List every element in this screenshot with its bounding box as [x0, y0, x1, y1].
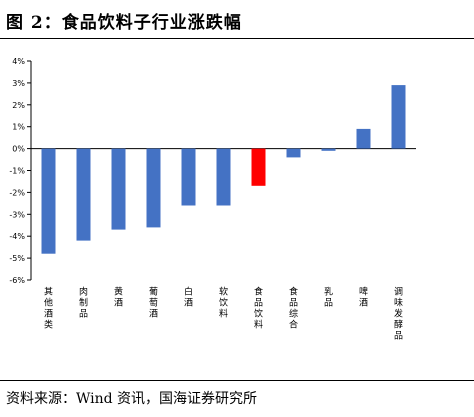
y-tick-label: 3%: [12, 79, 25, 88]
x-category-label: 食品饮料: [254, 286, 263, 331]
bar-7: [251, 148, 266, 186]
bar-chart: 4% 3% 2% 1% 0% -1% -2% -3% -4% -5% -6% 其他酒类 肉制品 黄酒 葡萄…: [9, 57, 416, 342]
figure-header: 图 2：食品饮料子行业涨跌幅: [0, 0, 474, 40]
bar-6: [216, 148, 231, 206]
y-tick-label: -2%: [9, 188, 25, 197]
bar-9: [321, 148, 336, 151]
x-category-label: 食品综合: [289, 286, 298, 331]
bar-3: [111, 148, 126, 230]
y-tick-label: 4%: [12, 57, 25, 66]
x-category-label: 调味发酵品: [394, 287, 403, 342]
x-category-label: 乳品: [324, 286, 333, 309]
y-tick-label: 1%: [12, 123, 25, 132]
y-tick-label: -3%: [9, 210, 25, 219]
title-divider: [0, 38, 474, 39]
x-category-label: 软饮料: [219, 286, 228, 320]
y-tick-label: 0%: [12, 145, 25, 154]
y-tick-label: -4%: [9, 232, 25, 241]
chart-bars: [41, 85, 406, 254]
x-category-label: 葡萄酒: [149, 286, 158, 320]
bar-2: [76, 148, 91, 241]
y-tick-label: -1%: [9, 167, 25, 176]
bar-10: [356, 128, 371, 149]
x-category-label: 黄酒: [114, 286, 123, 309]
bar-11: [391, 85, 406, 149]
figure-title: 图 2：食品饮料子行业涨跌幅: [6, 13, 242, 33]
y-tick-label: 2%: [12, 101, 25, 110]
y-tick-label: -6%: [9, 276, 25, 285]
chart-axes: 4% 3% 2% 1% 0% -1% -2% -3% -4% -5% -6%: [9, 57, 416, 285]
source-note: 资料来源：Wind 资讯，国海证券研究所: [6, 391, 258, 407]
x-category-label: 肉制品: [79, 286, 88, 320]
source-divider: [0, 380, 474, 381]
bar-8: [286, 148, 301, 158]
bar-4: [146, 148, 161, 228]
x-category-label: 啤酒: [359, 286, 368, 309]
x-category-label: 其他酒类: [44, 287, 53, 331]
bar-5: [181, 148, 196, 206]
bar-1: [41, 148, 56, 254]
y-tick-label: -5%: [9, 254, 25, 263]
x-category-label: 白酒: [184, 286, 193, 309]
chart-category-labels: 其他酒类 肉制品 黄酒 葡萄酒 白酒 软饮料 食品饮料 食品综合 乳品 啤酒 调味发酵品: [44, 286, 403, 342]
